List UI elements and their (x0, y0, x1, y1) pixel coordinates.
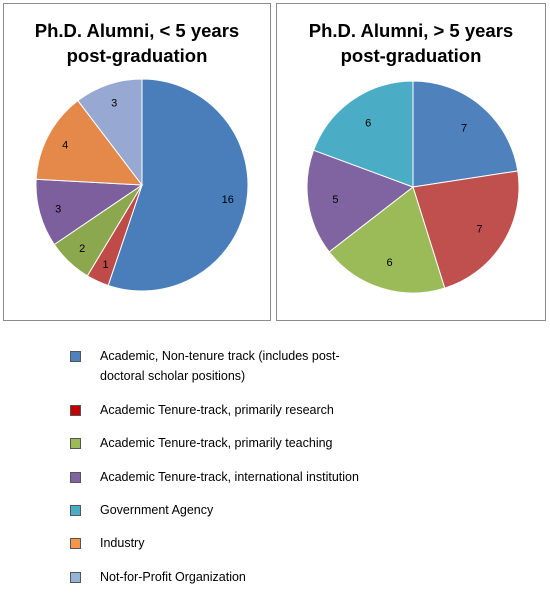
pie-slice-data-label: 6 (386, 257, 392, 269)
pie-slice-academic-non-tenure-track-includes-post-doctoral-scholar-positions (107, 78, 249, 292)
pie-slice-data-label: 6 (365, 118, 371, 130)
legend-label: Academic Tenure-track, primarily researc… (100, 403, 334, 417)
chart-title-line-2: post-graduation (66, 45, 208, 66)
legend-swatch (70, 572, 81, 583)
pie-slice-academic-non-tenure-track-includes-post-doctoral-scholar-positions (412, 80, 519, 188)
legend-swatch (70, 505, 81, 516)
legend-label: Government Agency (100, 503, 214, 517)
legend-swatch (70, 405, 81, 416)
pie-slice-data-label: 7 (477, 223, 483, 235)
pie-slice-data-label: 3 (55, 203, 61, 215)
pie-slice-academic-tenure-track-international-institution (306, 149, 415, 253)
legend-label-line-1: Academic, Non-tenure track (includes pos… (100, 349, 340, 363)
legend-label: Academic Tenure-track, primarily teachin… (100, 436, 333, 450)
chart-title-under-5-years: Ph.D. Alumni, < 5 years post-graduation (4, 18, 270, 68)
legend-swatch (70, 438, 81, 449)
pie-slice-data-label: 7 (461, 122, 467, 134)
legend-swatch (70, 538, 81, 549)
pie-slice-academic-tenure-track-primarily-research (412, 170, 520, 289)
pie-slice-data-label: 5 (332, 194, 338, 206)
pie-chart-over-5-years: Ph.D. Alumni, > 5 years post-graduation … (276, 3, 546, 321)
pie-over-5-years-svg: 7 7 6 5 6 (306, 80, 520, 294)
legend-swatch (70, 351, 81, 362)
legend-label: Academic Tenure-track, international ins… (100, 470, 359, 484)
pie-slice-academic-tenure-track-primarily-teaching (328, 186, 446, 294)
legend-swatch (70, 472, 81, 483)
pie-slice-data-label: 1 (102, 259, 108, 271)
legend-label: Academic, Non-tenure track (includes pos… (100, 346, 400, 386)
pie-slice-industry (35, 99, 144, 186)
chart-title-over-5-years: Ph.D. Alumni, > 5 years post-graduation (277, 18, 545, 68)
pie-under-5-years-svg: 16 1 2 3 4 3 (35, 78, 249, 292)
pie-chart-under-5-years: Ph.D. Alumni, < 5 years post-graduation … (3, 3, 271, 321)
pie-slice-data-label: 3 (111, 98, 117, 110)
legend-label: Industry (100, 536, 145, 550)
pie-slice-government-agency (312, 80, 414, 188)
chart-title-line-1: Ph.D. Alumni, < 5 years (34, 20, 240, 41)
pie-slice-data-label: 4 (62, 139, 68, 151)
chart-title-line-2: post-graduation (340, 45, 482, 66)
chart-title-line-1: Ph.D. Alumni, > 5 years (308, 20, 514, 41)
legend-label-line-2: doctoral scholar positions) (100, 369, 246, 383)
pie-slice-data-label: 2 (79, 243, 85, 255)
pie-slice-data-label: 16 (222, 194, 234, 206)
legend-label: Not-for-Profit Organization (100, 570, 246, 584)
pie-slice-academic-tenure-track-international-institution (35, 178, 144, 246)
pie-slice-not-for-profit-organization (77, 78, 143, 187)
